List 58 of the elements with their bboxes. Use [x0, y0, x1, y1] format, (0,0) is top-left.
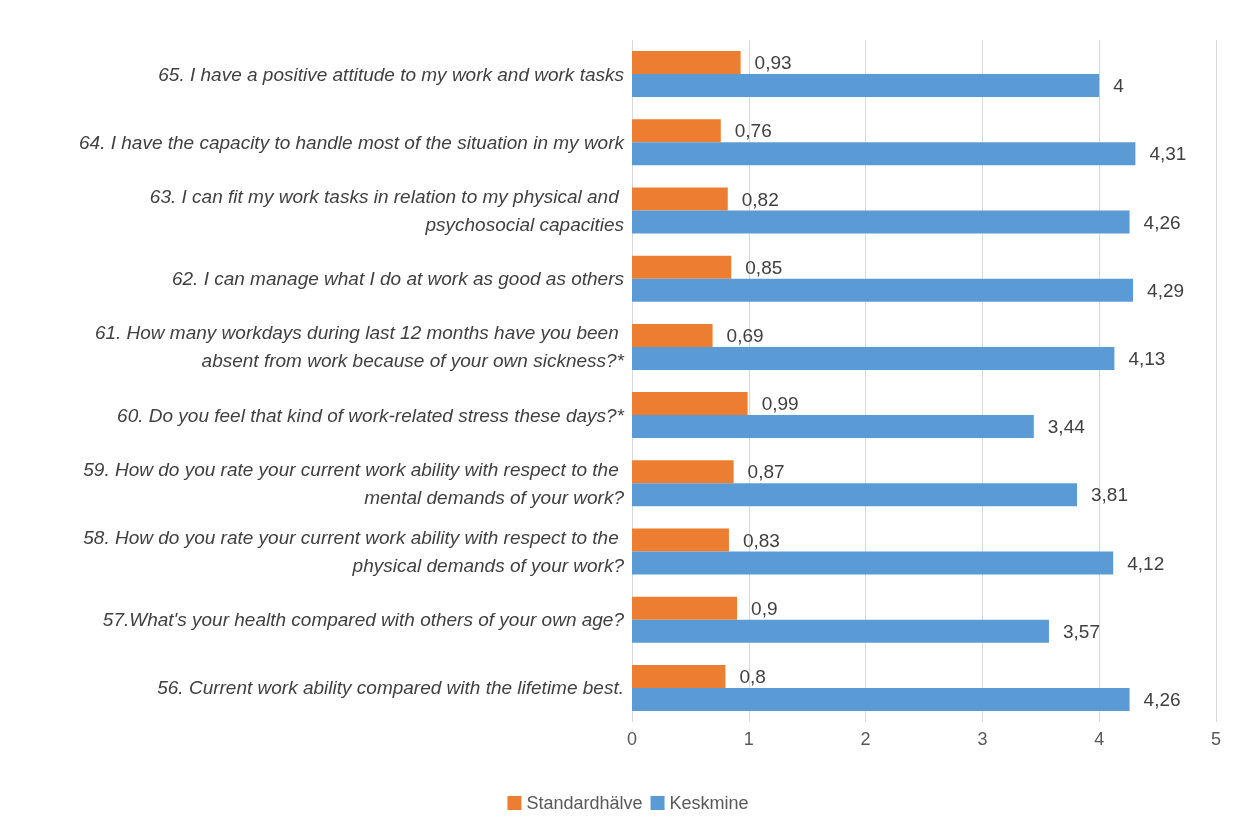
bar	[632, 187, 728, 211]
data-label: 0,83	[742, 529, 780, 551]
legend-label: Keskmine	[669, 793, 749, 813]
bar	[632, 210, 1130, 234]
y-tick-label: 62. I can manage what I do at work as good as others	[171, 268, 625, 290]
y-tick-label: 56. Current work ability compared with the lifetime best.	[157, 677, 624, 699]
data-label: 0,85	[745, 256, 783, 278]
x-tick-label: 1	[743, 729, 754, 749]
bar	[632, 278, 1134, 302]
bar	[632, 619, 1049, 643]
bar	[632, 142, 1136, 166]
bar	[632, 528, 729, 552]
data-label: 0,69	[726, 324, 764, 346]
bar	[632, 255, 732, 279]
bar	[632, 346, 1115, 370]
y-tick-label: 57.What's your health compared with others of your own age?	[102, 609, 625, 631]
x-tick-label: 5	[1210, 729, 1222, 749]
y-tick-label: 61. How many workdays during last 12 months have you been absent from work because of your own sickness?*	[94, 322, 625, 372]
data-label: 0,93	[754, 52, 792, 74]
bar	[632, 664, 726, 688]
bar	[632, 596, 738, 620]
data-label: 0,9	[751, 597, 778, 619]
data-label: 0,87	[747, 461, 785, 483]
data-label: 0,82	[741, 188, 779, 210]
bar	[632, 119, 721, 143]
y-tick-label: 64. I have the capacity to handle most of the situation in my work	[79, 131, 626, 153]
y-tick-label: 65. I have a positive attitude to my work and work tasks	[158, 63, 625, 85]
data-label: 3,81	[1091, 484, 1128, 506]
y-tick-label: 63. I can fit my work tasks in relation to my physical and psychosocial capacities	[149, 186, 625, 235]
legend-label: Standardhälve	[526, 793, 643, 813]
x-tick-label: 2	[860, 729, 871, 749]
data-label: 4,12	[1127, 552, 1165, 574]
data-label: 4,29	[1147, 279, 1185, 301]
data-label: 4,13	[1128, 347, 1166, 369]
x-tick-label: 4	[1094, 729, 1105, 749]
bar	[632, 415, 1034, 439]
data-label: 4	[1113, 75, 1125, 97]
bar	[632, 687, 1130, 711]
bar	[632, 392, 748, 416]
bar	[632, 551, 1114, 575]
y-tick-label: 60. Do you feel that kind of work-related stress these days?*	[117, 404, 625, 426]
data-label: 0,76	[734, 120, 772, 142]
y-tick-label: 59. How do you rate your current work ability with respect to the mental demands of your work?	[83, 458, 625, 508]
data-label: 4,26	[1143, 211, 1181, 233]
data-label: 0,99	[761, 393, 799, 415]
data-label: 4,26	[1143, 688, 1181, 710]
x-tick-label: 3	[977, 729, 988, 749]
data-label: 4,31	[1149, 143, 1187, 165]
bar	[632, 323, 713, 347]
bar	[632, 483, 1078, 507]
y-tick-label: 58. How do you rate your current work ability with respect to the physical demands of your work?	[83, 527, 625, 576]
data-label: 0,8	[739, 665, 766, 687]
bar	[632, 460, 734, 484]
x-tick-label: 0	[626, 729, 638, 749]
bar	[632, 74, 1100, 98]
data-label: 3,57	[1062, 620, 1100, 642]
bar	[632, 51, 741, 75]
data-label: 3,44	[1047, 416, 1086, 438]
